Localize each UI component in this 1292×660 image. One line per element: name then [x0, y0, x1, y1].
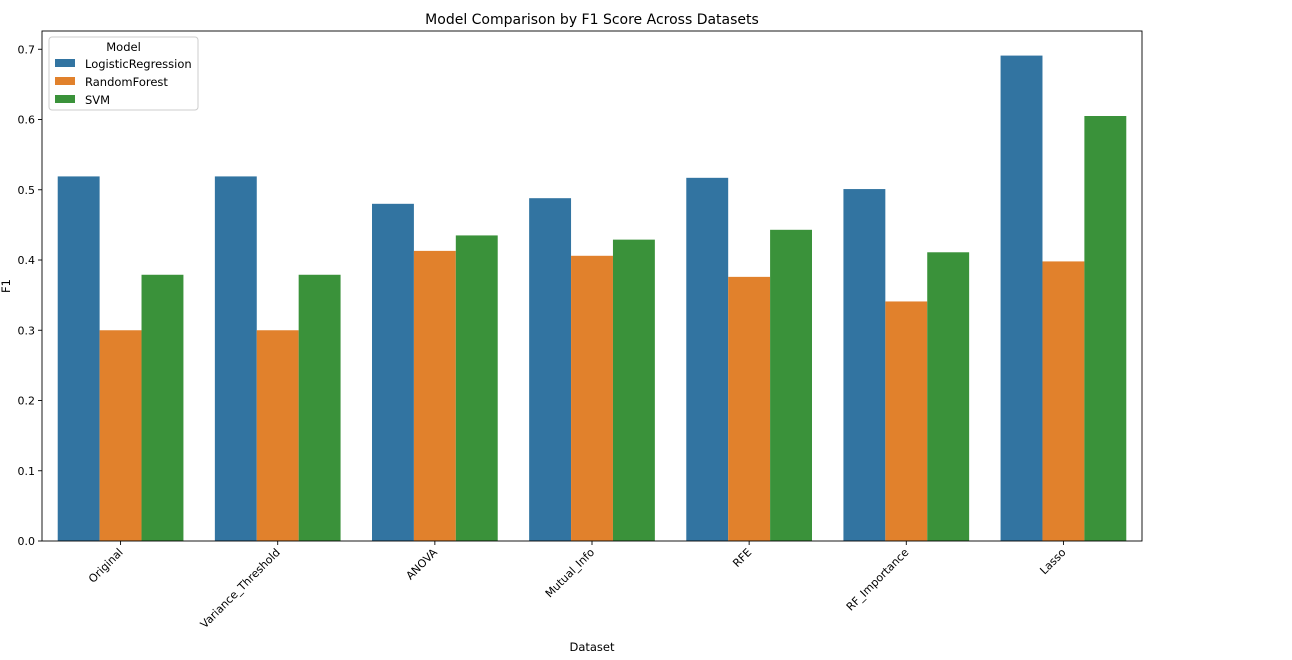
bar-SVM-RFE — [770, 229, 812, 542]
bar-RandomForest-ANOVA — [413, 250, 456, 541]
bar-LogisticRegression-ANOVA — [372, 203, 414, 541]
bar-LogisticRegression-RFE — [686, 177, 729, 541]
x-tick-label-Original: Original — [86, 546, 126, 586]
x-tick-label-Lasso: Lasso — [1037, 546, 1068, 577]
legend: Model LogisticRegression RandomForest SVM — [48, 36, 199, 111]
x-tick-label-Mutual_Info: Mutual_Info — [543, 546, 598, 601]
y-tick-label: 0.0 — [18, 535, 36, 548]
bar-SVM-ANOVA — [455, 235, 498, 541]
x-ticks-group: Original Variance_Threshold ANOVA Mutual_In… — [86, 541, 1069, 631]
x-tick-label-RF_Importance: RF_Importance — [844, 546, 912, 614]
y-tick-label: 0.3 — [18, 324, 36, 337]
y-tick-label: 0.5 — [18, 184, 36, 197]
legend-swatch-SVM — [55, 95, 75, 103]
y-tick-label: 0.7 — [18, 43, 36, 56]
bar-LogisticRegression-Original — [57, 176, 100, 542]
x-tick-label-RFE: RFE — [730, 546, 754, 570]
bars-group — [57, 55, 1127, 542]
bar-RandomForest-Original — [99, 330, 142, 541]
chart-title: Model Comparison by F1 Score Across Data… — [425, 12, 759, 28]
x-tick-label-ANOVA: ANOVA — [404, 546, 441, 583]
bar-RandomForest-Lasso — [1042, 261, 1085, 541]
bar-LogisticRegression-Lasso — [1000, 55, 1043, 541]
bar-RandomForest-RF_Importance — [885, 301, 928, 541]
legend-label-LogisticRegression: LogisticRegression — [85, 57, 192, 71]
legend-label-RandomForest: RandomForest — [85, 75, 168, 89]
x-axis-label: Dataset — [569, 640, 615, 654]
legend-box — [48, 36, 199, 111]
legend-label-SVM: SVM — [85, 93, 110, 107]
y-tick-label: 0.2 — [18, 395, 36, 408]
legend-swatch-RandomForest — [55, 77, 75, 85]
bar-RandomForest-Mutual_Info — [571, 255, 613, 541]
bar-RandomForest-Variance_Threshold — [256, 330, 299, 541]
bar-SVM-Lasso — [1084, 116, 1127, 541]
x-tick-label-Variance_Threshold: Variance_Threshold — [198, 546, 283, 631]
legend-swatch-LogisticRegression — [55, 59, 75, 67]
legend-title: Model — [106, 40, 141, 54]
bar-LogisticRegression-RF_Importance — [843, 189, 886, 541]
y-tick-label: 0.4 — [18, 254, 36, 267]
y-tick-label: 0.1 — [18, 465, 36, 478]
bar-SVM-RF_Importance — [927, 252, 970, 541]
y-ticks-group: 0.0 0.1 0.2 0.3 0.4 0.5 0.6 0.7 — [18, 43, 42, 548]
y-axis-label: F1 — [0, 279, 13, 293]
bar-RandomForest-RFE — [728, 276, 771, 541]
bar-SVM-Mutual_Info — [612, 239, 655, 542]
y-tick-label: 0.6 — [18, 114, 36, 127]
bar-SVM-Variance_Threshold — [298, 274, 341, 541]
bar-LogisticRegression-Variance_Threshold — [214, 176, 257, 542]
bar-SVM-Original — [141, 274, 184, 541]
bar-LogisticRegression-Mutual_Info — [529, 198, 572, 542]
